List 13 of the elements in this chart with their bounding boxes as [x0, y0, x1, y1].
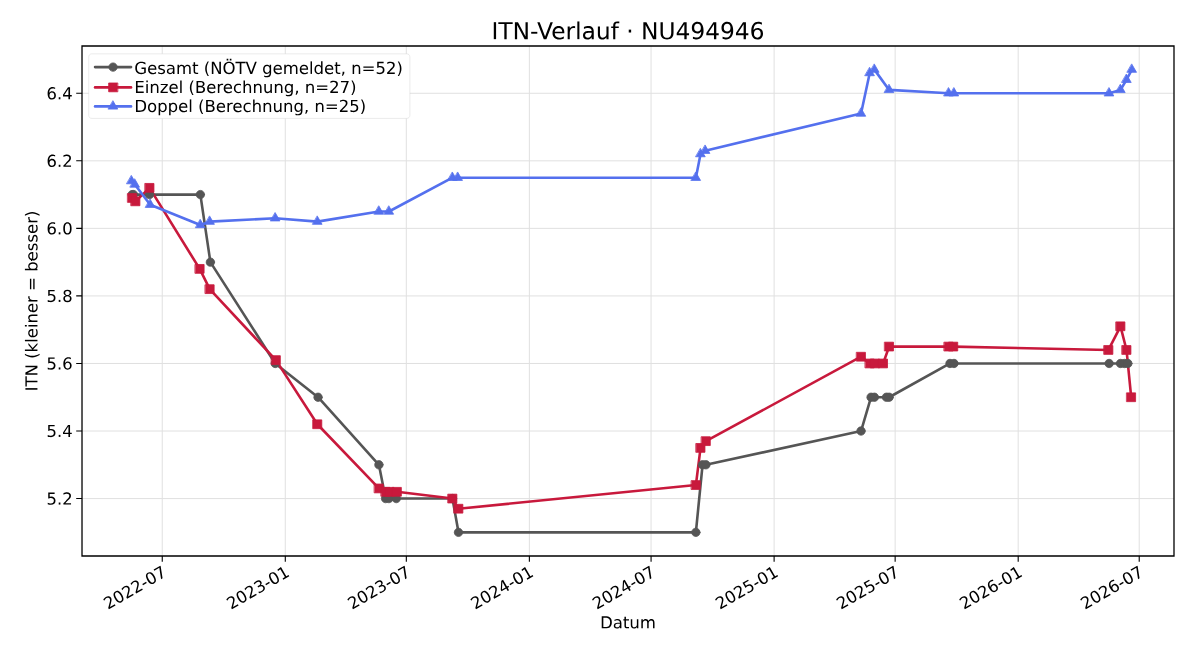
y-tick-label: 6.0	[47, 222, 72, 235]
y-tick-label: 6.4	[47, 87, 72, 100]
y-tick-label: 5.4	[47, 424, 72, 438]
x-axis-title: Datum	[601, 616, 655, 629]
y-axis-title: ITN (kleiner = besser)	[24, 212, 40, 390]
chart-title: ITN-Verlauf · NU494946	[493, 21, 763, 40]
y-tick-label: 5.2	[47, 492, 72, 505]
legend-label: Gesamt (NÖTV gemeldet, n=52)	[135, 58, 402, 78]
y-tick-label: 6.2	[47, 154, 72, 168]
legend-label: Doppel (Berechnung, n=25)	[135, 99, 365, 116]
y-tick-label: 5.6	[47, 357, 72, 370]
legend-label: Einzel (Berechnung, n=27)	[135, 80, 356, 97]
y-tick-label: 5.8	[47, 289, 72, 303]
